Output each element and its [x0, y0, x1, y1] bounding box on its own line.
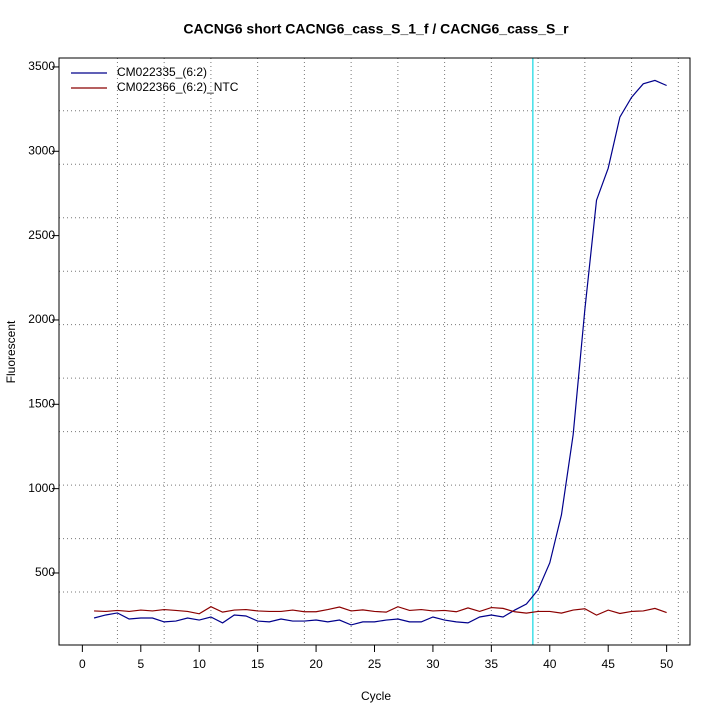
x-tick-label: 15	[251, 657, 265, 671]
x-tick-label: 20	[309, 657, 323, 671]
plot-frame	[58, 57, 691, 646]
x-tick-label: 0	[79, 657, 86, 671]
y-tick-label: 3500	[28, 59, 55, 73]
x-tick-label: 35	[485, 657, 499, 671]
x-tick-label: 5	[137, 657, 144, 671]
series-line	[94, 606, 667, 616]
x-tick-label: 10	[193, 657, 207, 671]
y-tick-label: 2500	[28, 228, 55, 242]
legend-label: CM022335_(6:2)	[117, 65, 207, 79]
x-axis-label: Cycle	[361, 689, 391, 703]
x-tick-label: 50	[660, 657, 674, 671]
x-tick-label: 45	[602, 657, 616, 671]
series-line	[93, 79, 667, 626]
y-tick-label: 2000	[28, 312, 55, 326]
y-tick-label: 500	[35, 565, 55, 579]
x-tick-label: 25	[368, 657, 382, 671]
y-tick-label: 1500	[28, 396, 55, 410]
chart-title: CACNG6 short CACNG6_cass_S_1_f / CACNG6_…	[183, 21, 569, 37]
y-axis-label: Fluorescent	[4, 320, 18, 383]
legend-label: CM022366_(6:2)_NTC	[117, 80, 239, 94]
x-tick-label: 30	[426, 657, 440, 671]
y-tick-label: 3000	[28, 143, 55, 157]
x-tick-label: 40	[543, 657, 557, 671]
y-tick-label: 1000	[28, 481, 55, 495]
